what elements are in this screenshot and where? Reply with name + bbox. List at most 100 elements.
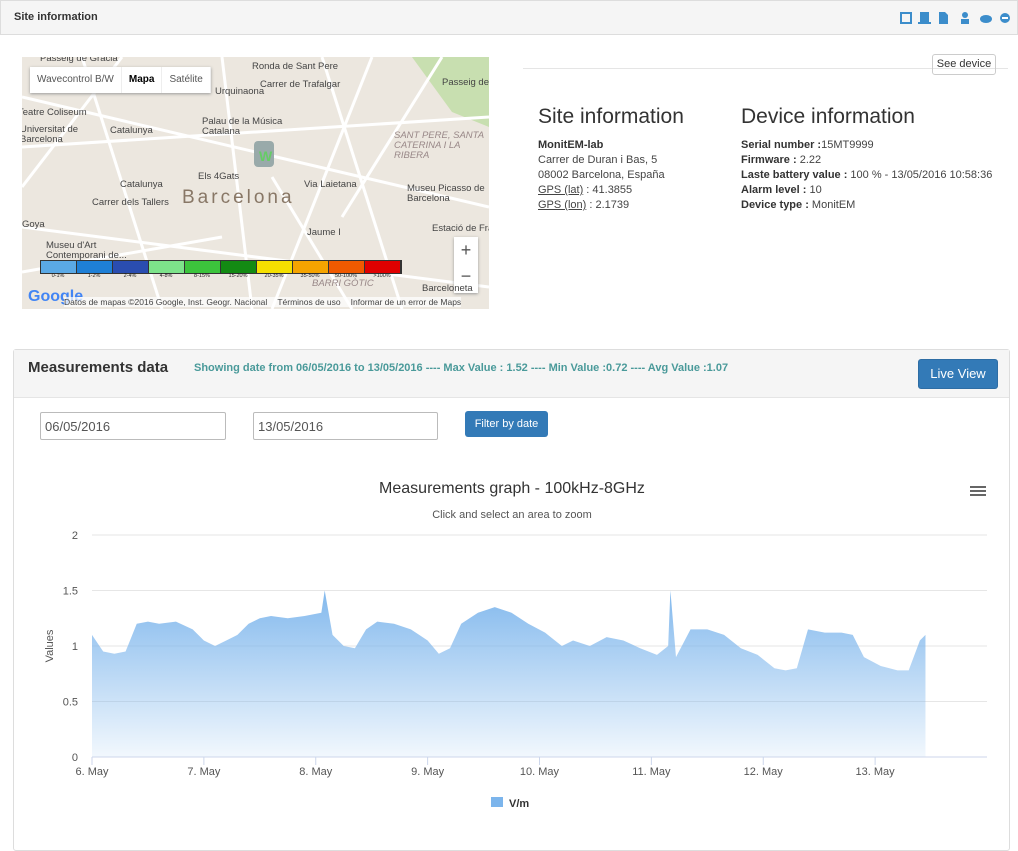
scale-label: >100% <box>373 273 391 279</box>
divider <box>523 68 1008 69</box>
live-view-button[interactable]: Live View <box>918 359 998 389</box>
gps-value: : 2.1739 <box>586 199 630 211</box>
panel-title: Measurements data <box>28 359 169 376</box>
map-label: Goya <box>22 219 45 230</box>
see-device-button[interactable]: See device <box>932 54 996 75</box>
svg-text:W: W <box>259 148 273 164</box>
field-value: 2.22 <box>796 154 822 166</box>
measurements-panel: Measurements data Showing date from 06/0… <box>13 349 1010 851</box>
device-field: Serial number :15MT9999 <box>741 138 992 153</box>
color-scale <box>40 260 402 274</box>
legend-swatch <box>491 797 503 807</box>
map[interactable]: W Wavecontrol B/W Mapa Satélite + − 0-1% 1-2… <box>22 57 489 309</box>
map-tab[interactable]: Satélite <box>162 67 211 93</box>
area <box>92 590 926 757</box>
map-label: Teatre Coliseum <box>22 107 87 118</box>
y-tick-label: 1 <box>72 641 78 653</box>
device-heading: Device information <box>741 105 915 128</box>
map-label: Museu Picasso de Barcelona <box>407 183 485 204</box>
map-tab[interactable]: Wavecontrol B/W <box>30 67 122 93</box>
x-tick-label: 9. May <box>411 766 445 778</box>
y-tick-label: 2 <box>72 530 78 542</box>
legend-label: V/m <box>509 798 529 810</box>
zoom-controls[interactable]: + − <box>454 237 478 293</box>
x-tick-label: 11. May <box>632 766 671 778</box>
scale-label: 4-8% <box>159 273 173 279</box>
scale-swatch <box>77 261 113 273</box>
to-date-input[interactable]: 13/05/2016 <box>253 412 438 440</box>
y-tick-label: 1.5 <box>63 586 78 598</box>
summary: Showing date from 06/05/2016 to 13/05/20… <box>194 362 729 374</box>
map-label: Catalunya <box>120 179 163 190</box>
map-label: Carrer de Trafalgar <box>260 79 341 90</box>
field-value: MonitEM <box>808 199 856 211</box>
header-icons[interactable] <box>899 10 1014 26</box>
panel-header <box>14 350 1009 398</box>
scale-swatch <box>257 261 293 273</box>
y-axis-label: Values <box>44 629 56 662</box>
field-label: Serial number : <box>741 139 822 151</box>
map-label: Jaume I <box>307 227 341 238</box>
map-label: Via Laietana <box>304 179 357 190</box>
scale-label: 15-20% <box>228 273 248 279</box>
scale-swatch <box>221 261 257 273</box>
menu-button[interactable] <box>970 486 986 496</box>
scale-swatch <box>329 261 365 273</box>
device-field: Alarm level : 10 <box>741 183 992 198</box>
gps-value: : 41.3855 <box>583 184 633 196</box>
field-label: Device type : <box>741 199 809 211</box>
map-label: Barcelona <box>182 187 295 208</box>
map-tab[interactable]: Mapa <box>122 67 163 93</box>
map-label: Ronda de Sant Pere <box>252 61 339 72</box>
address-line: Carrer de Duran i Bas, 5 <box>538 154 658 166</box>
map-label: SANT PERE, SANTA CATERINA I LA RIBERA <box>394 130 484 161</box>
field-value: 15MT9999 <box>821 139 874 151</box>
field-value: 100 % - 13/05/2016 10:58:36 <box>847 169 993 181</box>
x-tick-label: 7. May <box>187 766 221 778</box>
from-date-input[interactable]: 06/05/2016 <box>40 412 226 440</box>
field-value: 10 <box>806 184 822 196</box>
gps-label: GPS (lon) <box>538 199 587 211</box>
scale-label: 1-2% <box>87 273 101 279</box>
map-label: Estació de França <box>432 223 489 234</box>
scale-swatch <box>149 261 185 273</box>
map-label: Catalunya <box>110 125 153 136</box>
scale-swatch <box>113 261 149 273</box>
site-heading: Site information <box>538 105 684 128</box>
header-bar: Site information <box>0 0 1018 35</box>
site-info: Site information MonitEM-lab Carrer de D… <box>538 104 684 213</box>
map-label: Universitat de Barcelona <box>22 124 79 145</box>
report-link[interactable]: Informar de un error de Maps <box>350 297 462 307</box>
y-tick-label: 0.5 <box>63 697 78 709</box>
site-name: MonitEM-lab <box>538 139 604 151</box>
x-tick-label: 13. May <box>856 766 896 778</box>
chart-title: Measurements graph - 100kHz-8GHz <box>379 480 645 497</box>
x-tick-label: 12. May <box>744 766 784 778</box>
scale-label: 50-100% <box>334 273 358 279</box>
device-field: Laste battery value : 100 % - 13/05/2016… <box>741 168 992 183</box>
address-line: 08002 Barcelona, España <box>538 169 665 181</box>
device-field: Device type : MonitEM <box>741 198 992 213</box>
field-label: Firmware : <box>741 154 797 166</box>
scale-label: 35-50% <box>300 273 320 279</box>
scale-swatch <box>293 261 329 273</box>
map-type-tabs: Wavecontrol B/W Mapa Satélite <box>30 67 211 93</box>
field-label: Laste battery value : <box>741 169 848 181</box>
scale-swatch <box>185 261 221 273</box>
scale-swatch <box>365 261 401 273</box>
map-label: Palau de la Música Catalana <box>202 116 283 137</box>
attribution: Datos de mapas ©2016 Google, Inst. Geogr… <box>64 297 268 307</box>
filter-button[interactable]: Filter by date <box>465 411 548 437</box>
map-label: Carrer dels Tallers <box>92 197 169 208</box>
header-title: Site information <box>14 11 98 23</box>
chart-subtitle: Click and select an area to zoom <box>432 509 592 521</box>
map-label: Urquinaona <box>215 86 265 97</box>
color-scale-labels: 0-1% 1-2% 2-4% 4-8% 8-15% 15-20% 20-35% 35-50% 5… <box>40 273 400 279</box>
chart: Measurements graph - 100kHz-8GHz Click a… <box>44 480 987 810</box>
scale-label: 8-15% <box>194 273 210 279</box>
map-label: Els 4Gats <box>198 171 240 182</box>
terms-link[interactable]: Términos de uso <box>277 297 341 307</box>
scale-label: 2-4% <box>123 273 137 279</box>
map-label: Passeig de Gràcia <box>40 57 118 64</box>
device-info: Device information Serial number :15MT99… <box>741 104 992 213</box>
